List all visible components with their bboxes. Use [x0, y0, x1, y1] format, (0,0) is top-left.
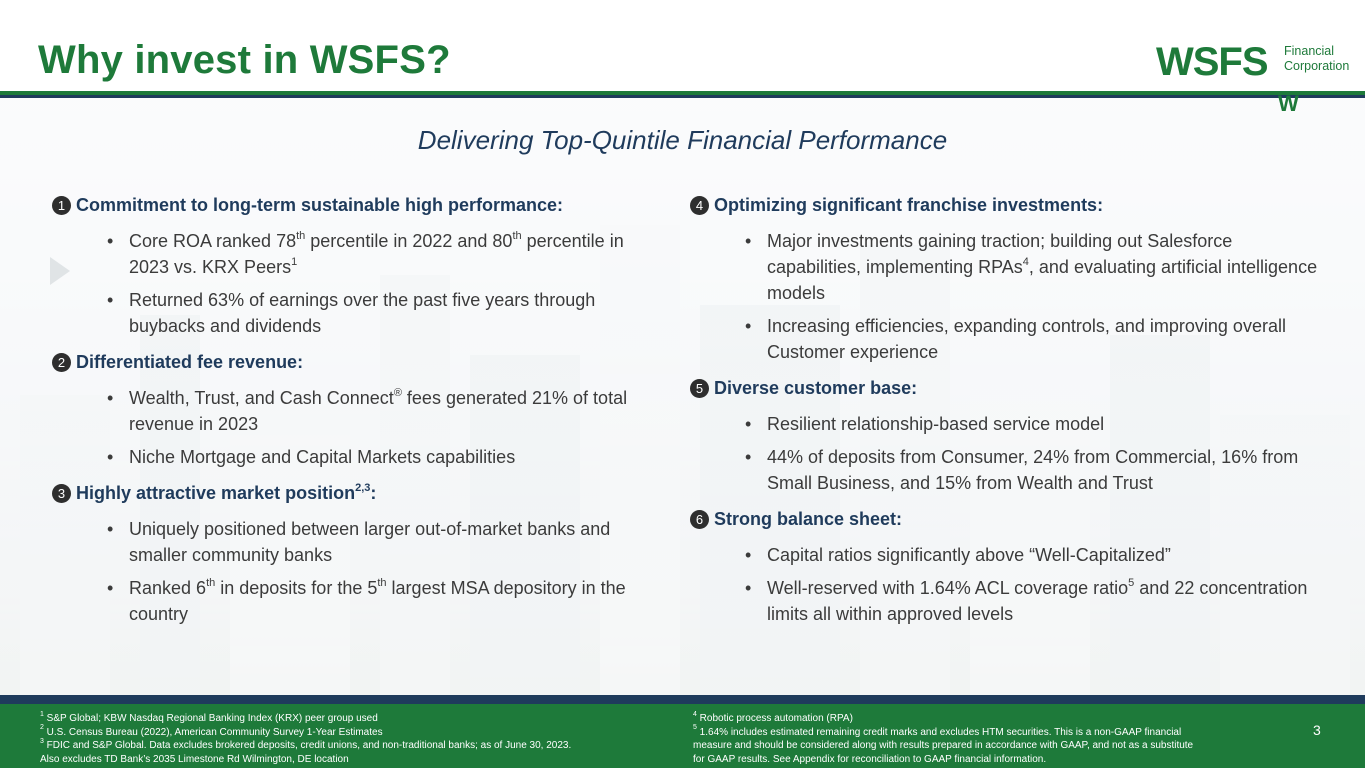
- bullet-item: Resilient relationship-based service mod…: [745, 411, 1330, 437]
- bullet-item: Core ROA ranked 78th percentile in 2022 …: [107, 228, 662, 280]
- footnote: 2 U.S. Census Bureau (2022), American Co…: [40, 724, 383, 738]
- number-badge: 6: [690, 509, 709, 529]
- section-heading: 1 Commitment to long-term sustainable hi…: [52, 194, 662, 216]
- right-column: 4 Optimizing significant franchise inves…: [690, 194, 1330, 639]
- footnotes-left: 1 S&P Global; KBW Nasdaq Regional Bankin…: [40, 710, 660, 766]
- logo-subtitle: Financial Corporation: [1284, 44, 1349, 74]
- number-badge: 3: [52, 483, 71, 503]
- bullet-item: Well-reserved with 1.64% ACL coverage ra…: [745, 575, 1330, 627]
- section-4: 4 Optimizing significant franchise inves…: [690, 194, 1330, 365]
- section-heading-text: Highly attractive market position2,3:: [76, 481, 377, 503]
- bullet-item: Capital ratios significantly above “Well…: [745, 542, 1330, 568]
- play-arrow-decoration: [50, 257, 70, 285]
- footnote: 1 S&P Global; KBW Nasdaq Regional Bankin…: [40, 710, 378, 724]
- bullet-list: Major investments gaining traction; buil…: [745, 228, 1330, 365]
- section-heading: 6 Strong balance sheet:: [690, 508, 1330, 530]
- footnote: Also excludes TD Bank’s 2035 Limestone R…: [40, 753, 349, 765]
- bullet-item: Major investments gaining traction; buil…: [745, 228, 1330, 306]
- footer: 1 S&P Global; KBW Nasdaq Regional Bankin…: [0, 704, 1365, 768]
- bullet-item: Increasing efficiencies, expanding contr…: [745, 313, 1330, 365]
- bullet-list: Uniquely positioned between larger out-o…: [107, 516, 662, 627]
- section-heading: 2 Differentiated fee revenue:: [52, 351, 662, 373]
- section-5: 5 Diverse customer base: Resilient relat…: [690, 377, 1330, 496]
- section-heading-text: Differentiated fee revenue:: [76, 351, 304, 372]
- section-2: 2 Differentiated fee revenue: Wealth, Tr…: [52, 351, 662, 470]
- left-column: 1 Commitment to long-term sustainable hi…: [52, 194, 662, 639]
- logo-w-mark: W: [1278, 91, 1299, 116]
- section-heading: 5 Diverse customer base:: [690, 377, 1330, 399]
- bullet-item: Niche Mortgage and Capital Markets capab…: [107, 444, 662, 470]
- title-divider: [0, 91, 1365, 95]
- page-number: 3: [1313, 722, 1321, 738]
- logo-wordmark: WSFS: [1156, 40, 1269, 84]
- bullet-list: Capital ratios significantly above “Well…: [745, 542, 1330, 627]
- section-heading: 4 Optimizing significant franchise inves…: [690, 194, 1330, 216]
- section-6: 6 Strong balance sheet: Capital ratios s…: [690, 508, 1330, 627]
- number-badge: 4: [690, 195, 709, 215]
- section-heading-text: Optimizing significant franchise investm…: [714, 194, 1104, 215]
- bullet-item: 44% of deposits from Consumer, 24% from …: [745, 444, 1330, 496]
- footnote: for GAAP results. See Appendix for recon…: [693, 753, 1047, 765]
- bullet-item: Returned 63% of earnings over the past f…: [107, 287, 662, 339]
- bullet-list: Wealth, Trust, and Cash Connect® fees ge…: [107, 385, 662, 470]
- logo-subtitle-line2: Corporation: [1284, 59, 1350, 73]
- section-heading: 3 Highly attractive market position2,3:: [52, 482, 662, 504]
- bullet-item: Ranked 6th in deposits for the 5th large…: [107, 575, 662, 627]
- number-badge: 1: [52, 195, 71, 215]
- section-1: 1 Commitment to long-term sustainable hi…: [52, 194, 662, 339]
- section-heading-text: Diverse customer base:: [714, 377, 918, 398]
- section-3: 3 Highly attractive market position2,3: …: [52, 482, 662, 627]
- section-heading-text: Commitment to long-term sustainable high…: [76, 194, 564, 215]
- footer-divider: [0, 695, 1365, 704]
- slide-subtitle: Delivering Top-Quintile Financial Perfor…: [417, 125, 948, 155]
- section-heading-text: Strong balance sheet:: [714, 508, 903, 529]
- footnote: 4 Robotic process automation (RPA): [693, 710, 853, 724]
- bullet-item: Uniquely positioned between larger out-o…: [107, 516, 662, 568]
- page-title: Why invest in WSFS?: [38, 38, 451, 82]
- number-badge: 5: [690, 378, 709, 398]
- wsfs-logo: WSFS Financial Corporation W: [1156, 40, 1352, 116]
- title-divider-secondary: [0, 95, 1365, 98]
- logo-subtitle-line1: Financial: [1284, 44, 1335, 58]
- footnote: 3 FDIC and S&P Global. Data excludes bro…: [40, 737, 572, 751]
- bullet-item: Wealth, Trust, and Cash Connect® fees ge…: [107, 385, 662, 437]
- bullet-list: Core ROA ranked 78th percentile in 2022 …: [107, 228, 662, 339]
- bullet-list: Resilient relationship-based service mod…: [745, 411, 1330, 496]
- footnote: measure and should be considered along w…: [693, 740, 1194, 751]
- number-badge: 2: [52, 352, 71, 372]
- footnote: 5 1.64% includes estimated remaining cre…: [693, 724, 1182, 738]
- footnotes-right: 4 Robotic process automation (RPA) 5 1.6…: [693, 710, 1273, 766]
